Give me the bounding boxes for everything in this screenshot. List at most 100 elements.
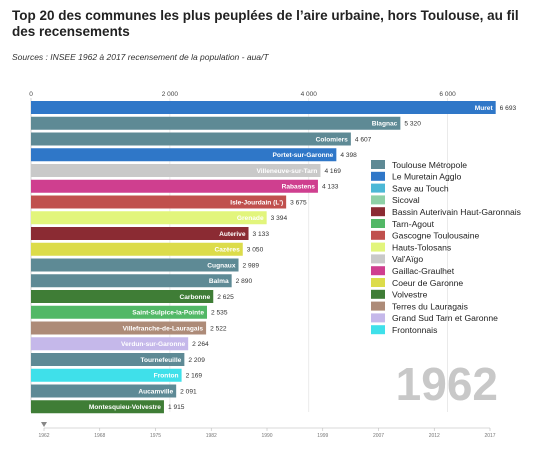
timeline[interactable]: 1962 1968 1975 1982 1990 1999 2007 2012 2017 — [38, 422, 496, 439]
bar-group[interactable]: Blagnac 5 320 — [31, 116, 421, 130]
bar[interactable] — [31, 179, 318, 193]
bar-group[interactable]: Cazères 3 050 — [31, 242, 264, 256]
value-label: 3 050 — [247, 247, 264, 254]
value-label: 2 522 — [210, 325, 227, 332]
x-axis: 0 2 000 4 000 6 000 — [29, 91, 456, 98]
bar-group[interactable]: Isle-Jourdain (L') 3 675 — [31, 195, 307, 209]
chart-subtitle: Sources : INSEE 1962 à 2017 recensement … — [12, 52, 269, 62]
legend-label: Save au Touch — [392, 183, 449, 193]
legend-item: Hauts-Tolosans — [371, 242, 451, 252]
bar-group[interactable]: Carbonne 2 625 — [31, 290, 234, 303]
legend-label: Coeur de Garonne — [392, 278, 463, 288]
bar[interactable] — [31, 227, 249, 240]
bar[interactable] — [31, 148, 337, 162]
bar-group[interactable]: Villeneuve-sur-Tarn 4 169 — [31, 164, 341, 177]
timeline-tick-label: 1999 — [317, 433, 328, 439]
bar[interactable] — [31, 164, 321, 177]
bar-label: Saint-Sulpice-la-Pointe — [132, 310, 204, 317]
timeline-tick-label: 1962 — [38, 433, 49, 439]
value-label: 2 890 — [236, 278, 253, 285]
bar[interactable] — [31, 258, 239, 272]
bar-label: Muret — [475, 105, 494, 112]
bar[interactable] — [31, 274, 232, 288]
bar[interactable] — [31, 242, 243, 256]
value-label: 4 169 — [324, 168, 341, 175]
legend-swatch — [371, 313, 385, 323]
legend-label: Terres du Lauragais — [392, 301, 468, 311]
legend-swatch — [371, 171, 385, 181]
bar-group[interactable]: Fronton 2 169 — [31, 368, 202, 382]
bar[interactable] — [31, 321, 207, 335]
bar-group[interactable]: Grenade 3 394 — [31, 211, 287, 225]
timeline-tick-label: 1975 — [150, 433, 161, 439]
legend-label: Sicoval — [392, 195, 420, 205]
bar-group[interactable]: Portet-sur-Garonne 4 398 — [31, 148, 357, 162]
bar[interactable] — [31, 384, 177, 398]
legend-label: Bassin Auterivain Haut-Garonnais — [392, 207, 521, 217]
bar[interactable] — [31, 290, 214, 303]
timeline-tick-label: 1990 — [261, 433, 272, 439]
bar-group[interactable]: Saint-Sulpice-la-Pointe 2 535 — [31, 305, 228, 319]
bar-label: Verdun-sur-Garonne — [121, 341, 185, 348]
legend-swatch — [371, 160, 385, 169]
chart-title: Top 20 des communes les plus peuplées de… — [12, 8, 519, 39]
bar[interactable] — [31, 116, 401, 130]
legend-item: Sicoval — [371, 195, 420, 205]
bar-group[interactable]: Villefranche-de-Lauragais 2 522 — [31, 321, 227, 335]
legend-label: Le Muretain Agglo — [392, 172, 461, 182]
bar-group[interactable]: Muret 6 693 — [31, 101, 517, 114]
legend-label: Grand Sud Tarn et Garonne — [392, 313, 498, 323]
bar-label: Villefranche-de-Lauragais — [123, 325, 204, 332]
bar-label: Montesquieu-Volvestre — [89, 404, 161, 411]
legend-label: Gascogne Toulousaine — [392, 231, 479, 241]
value-label: 4 398 — [340, 152, 357, 159]
bar-group[interactable]: Montesquieu-Volvestre 1 915 — [31, 400, 185, 414]
legend-swatch — [371, 219, 385, 228]
legend-item: Volvestre — [371, 290, 428, 300]
bar[interactable] — [31, 211, 267, 225]
bar-label: Grenade — [237, 215, 264, 222]
value-label: 2 989 — [243, 262, 260, 269]
bar-label: Cugnaux — [207, 262, 236, 269]
legend-item: Gaillac-Graulhet — [371, 266, 455, 276]
legend-item: Coeur de Garonne — [371, 278, 463, 288]
bar[interactable] — [31, 132, 351, 146]
timeline-tick-label: 2007 — [373, 433, 384, 439]
value-label: 2 535 — [211, 310, 228, 317]
value-label: 3 675 — [290, 199, 307, 206]
bar[interactable] — [31, 305, 208, 319]
bar-group[interactable]: Colomiers 4 607 — [31, 132, 372, 146]
bar-label: Colomiers — [316, 136, 349, 143]
bar-label: Rabastens — [282, 184, 316, 191]
value-label: 4 607 — [355, 136, 372, 143]
legend-swatch — [371, 207, 385, 217]
legend-item: Le Muretain Agglo — [371, 172, 461, 182]
legend-swatch — [371, 278, 385, 287]
bar[interactable] — [31, 195, 287, 209]
bar-group[interactable]: Tournefeuille 2 209 — [31, 353, 205, 366]
legend-swatch — [371, 289, 385, 299]
legend-item: Bassin Auterivain Haut-Garonnais — [371, 207, 521, 217]
legend-swatch — [371, 266, 385, 276]
bar-group[interactable]: Auterive 3 133 — [31, 227, 269, 240]
legend-label: Tarn-Agout — [392, 219, 435, 229]
x-tick-label: 6 000 — [439, 91, 456, 98]
bar[interactable] — [31, 353, 185, 366]
bar[interactable] — [31, 400, 164, 414]
bar-group[interactable]: Aucamville 2 091 — [31, 384, 197, 398]
bar-group[interactable]: Verdun-sur-Garonne 2 264 — [31, 337, 209, 351]
value-label: 2 625 — [217, 294, 234, 301]
bar-group[interactable]: Rabastens 4 133 — [31, 179, 339, 193]
bar-group[interactable]: Balma 2 890 — [31, 274, 253, 288]
legend-item: Save au Touch — [371, 183, 449, 193]
bar-label: Cazères — [214, 247, 240, 254]
bar[interactable] — [31, 368, 182, 382]
timeline-handle-icon[interactable] — [41, 422, 47, 427]
bar-group[interactable]: Cugnaux 2 989 — [31, 258, 260, 272]
bar[interactable] — [31, 337, 189, 351]
timeline-tick-label: 1982 — [206, 433, 217, 439]
value-label: 2 091 — [180, 388, 197, 395]
bars: Muret 6 693 Blagnac 5 320 Colomiers 4 607 Port… — [31, 101, 517, 414]
bar[interactable] — [31, 101, 496, 114]
